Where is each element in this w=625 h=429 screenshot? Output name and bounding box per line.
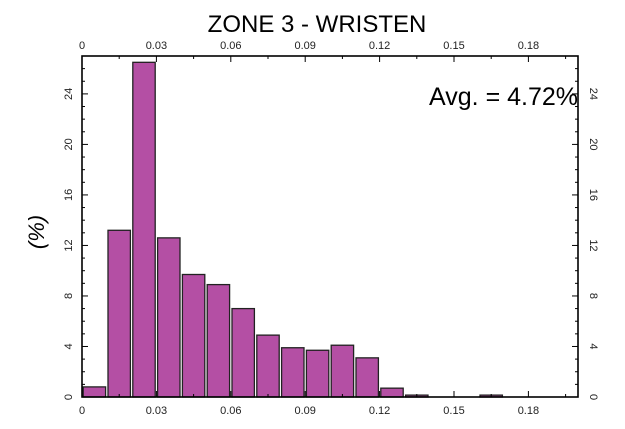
y-tick-label-left: 24 bbox=[63, 88, 75, 100]
x-tick-label-bottom: 0.06 bbox=[220, 405, 241, 417]
x-tick-label-top: 0.15 bbox=[443, 40, 464, 52]
histogram-bar bbox=[256, 334, 280, 398]
x-tick-label-bottom: 0.09 bbox=[294, 405, 315, 417]
histogram-bar bbox=[231, 307, 256, 398]
x-tick-label-top: 0.03 bbox=[146, 40, 167, 52]
histogram-bar bbox=[330, 344, 355, 398]
y-tick-label-right: 20 bbox=[587, 138, 599, 150]
plot-frame bbox=[81, 55, 579, 398]
histogram-bar bbox=[206, 283, 231, 398]
x-tick-label-bottom: 0.12 bbox=[369, 405, 390, 417]
x-tick-label-top: 0 bbox=[79, 40, 85, 52]
y-tick-label-right: 4 bbox=[587, 343, 599, 349]
y-tick-label-right: 8 bbox=[587, 293, 599, 299]
x-tick-label-bottom: 0.18 bbox=[518, 405, 539, 417]
y-tick-label-right: 24 bbox=[587, 88, 599, 100]
bars-group bbox=[82, 61, 504, 398]
y-tick-label-left: 20 bbox=[63, 138, 75, 150]
ticks-group: 000.030.030.060.060.090.090.120.120.150.… bbox=[63, 40, 599, 417]
histogram-bar bbox=[380, 387, 404, 398]
y-tick-label-right: 16 bbox=[587, 189, 599, 201]
x-tick-label-bottom: 0.03 bbox=[146, 405, 167, 417]
x-tick-label-bottom: 0 bbox=[79, 405, 85, 417]
histogram-bar bbox=[132, 61, 156, 398]
histogram-bar bbox=[280, 347, 305, 398]
y-tick-label-left: 8 bbox=[63, 293, 75, 299]
y-tick-label-left: 16 bbox=[63, 189, 75, 201]
y-tick-label-left: 12 bbox=[63, 239, 75, 251]
x-tick-label-bottom: 0.15 bbox=[443, 405, 464, 417]
y-tick-label-left: 0 bbox=[63, 394, 75, 400]
histogram-bar bbox=[107, 229, 132, 398]
x-tick-label-top: 0.18 bbox=[518, 40, 539, 52]
x-tick-label-top: 0.12 bbox=[369, 40, 390, 52]
x-tick-label-top: 0.06 bbox=[220, 40, 241, 52]
y-axis-label: (%) bbox=[24, 215, 49, 249]
histogram-bar bbox=[82, 386, 107, 398]
x-tick-label-top: 0.09 bbox=[294, 40, 315, 52]
histogram-bar bbox=[355, 357, 380, 398]
histogram-bar bbox=[305, 349, 330, 398]
histogram-bar bbox=[181, 273, 206, 398]
y-tick-label-right: 12 bbox=[587, 239, 599, 251]
average-annotation: Avg. = 4.72% bbox=[429, 83, 578, 111]
y-tick-label-right: 0 bbox=[587, 394, 599, 400]
histogram-bar bbox=[156, 237, 181, 398]
chart-title: ZONE 3 - WRISTEN bbox=[208, 11, 427, 38]
y-tick-label-left: 4 bbox=[63, 343, 75, 349]
